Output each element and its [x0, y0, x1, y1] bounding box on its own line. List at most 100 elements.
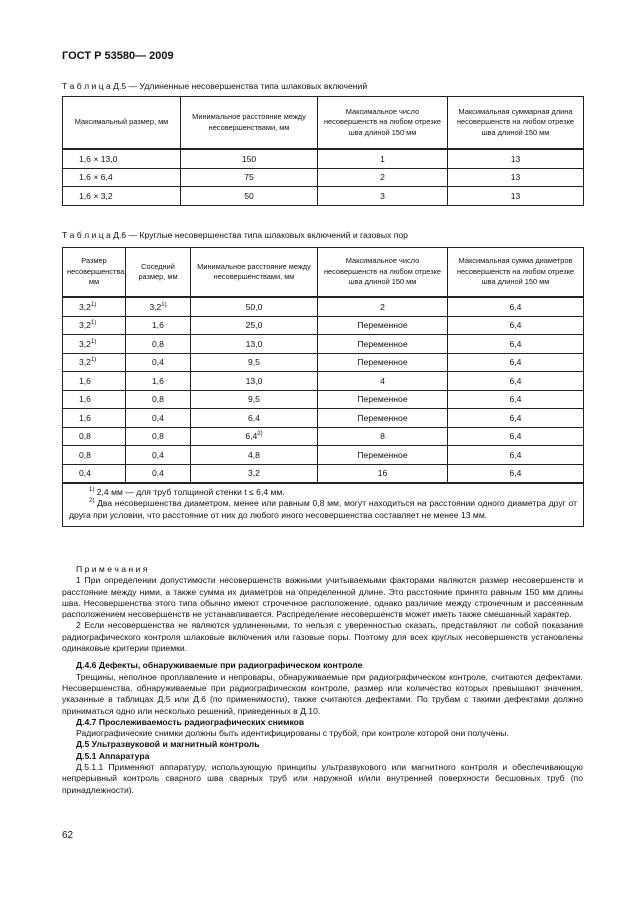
- table-cell: 1,6 × 6,4: [62, 167, 181, 187]
- table-cell: 0,8: [62, 445, 126, 465]
- table-cell: Переменное: [317, 389, 448, 409]
- table-row: 3,21) 3,21) 50,0 2 6,4: [62, 296, 584, 317]
- table-cell: 75: [180, 167, 318, 187]
- table-cell: 0,8: [125, 426, 191, 446]
- section-heading: Д.5.1 Аппаратура: [76, 750, 150, 761]
- table-cell: 0,8: [125, 389, 191, 409]
- header-cell: Максимальный размер, мм: [62, 96, 181, 150]
- header-cell: Минимальное расстояние между несовершенс…: [180, 96, 318, 150]
- cell-text: 3,2: [79, 357, 91, 368]
- cell-text: 3,2: [79, 338, 91, 349]
- header-cell: Максимальное число несовершенств на любо…: [317, 96, 448, 150]
- table-cell: 1,6 × 13,0: [62, 148, 181, 169]
- table-cell: 0,4: [125, 463, 191, 484]
- table-cell: 3,21): [62, 334, 126, 354]
- table-cell: 1,6: [62, 408, 126, 428]
- doc-header: ГОСТ Р 53580— 2009: [62, 50, 174, 62]
- table-row: 1,6 × 13,0 150 1 13: [62, 148, 584, 169]
- footnote-mark: 2): [89, 498, 95, 505]
- cell-text: 3,2: [79, 301, 91, 312]
- table-cell: Переменное: [317, 445, 448, 465]
- table-cell: 0,4: [125, 352, 191, 372]
- table-cell: Переменное: [317, 352, 448, 372]
- table-cell: 1,6: [62, 371, 126, 391]
- table-row: 1,6 1,6 13,0 4 6,4: [62, 371, 584, 391]
- table-cell: 3: [317, 186, 448, 206]
- footnote-ref: 2): [257, 431, 263, 438]
- footnote-ref: 1): [90, 357, 97, 364]
- table-cell: 6,4: [447, 408, 584, 428]
- header-cell: Соседний размер, мм: [125, 247, 191, 298]
- table-cell: 13: [447, 186, 584, 206]
- header-cell: Максимальная суммарная длина несовершенс…: [447, 96, 584, 150]
- section-heading: Д.4.6 Дефекты, обнаруживаемые при радиог…: [76, 660, 363, 671]
- table-row: 1,6 0,8 9,5 Переменное 6,4: [62, 389, 584, 409]
- table-wrap: Размер несовершенства, мм Соседний размер…: [62, 247, 584, 528]
- footnote-ref: 1): [90, 338, 97, 345]
- table-cell: 3,21): [62, 352, 126, 372]
- cell-text: 6,4: [245, 431, 258, 442]
- table-cell: Переменное: [317, 408, 448, 428]
- footnote-text: 2,4 мм — для труб толщиной стенки t ≤ 6,…: [96, 487, 285, 497]
- table-cell: Переменное: [317, 315, 448, 335]
- table-cell: 1: [317, 148, 448, 169]
- table-cell: 25,0: [190, 315, 318, 335]
- table-cell: 50: [180, 186, 318, 206]
- table-cell: 0,4: [125, 408, 191, 428]
- table-cell: 3,2: [190, 463, 318, 484]
- table-cell: 1,6 × 3,2: [62, 186, 181, 206]
- table-cell: 3,21): [125, 296, 191, 317]
- footnotes: 1) 2,4 мм — для труб толщиной стенки t ≤…: [62, 482, 584, 528]
- table-row: 1,6 × 3,2 50 3 13: [62, 186, 584, 206]
- table-cell: 6,4: [447, 296, 584, 317]
- table-cell: 0,8: [62, 426, 126, 446]
- header-cell: Максимальная сумма диаметров несовершенс…: [447, 247, 584, 298]
- footnote-mark: 1): [89, 487, 95, 493]
- table-cell: 0,4: [62, 463, 126, 484]
- footnote: 2) Два несовершенства диаметром, менее и…: [69, 498, 577, 521]
- table-cell: 8: [317, 426, 448, 446]
- table-cell: 6,4: [447, 371, 584, 391]
- table-cell: Переменное: [317, 334, 448, 354]
- table-cell: 4: [317, 371, 448, 391]
- note: 2 Если несовершенства не являются удлине…: [62, 620, 583, 654]
- table-cell: 13,0: [190, 371, 318, 391]
- header-cell: Размер несовершенства, мм: [62, 247, 126, 298]
- footnote: 1) 2,4 мм — для труб толщиной стенки t ≤…: [69, 487, 577, 498]
- table-row: 3,21) 0,8 13,0 Переменное 6,4: [62, 334, 584, 354]
- table-cell: 50,0: [190, 296, 318, 317]
- table: Размер несовершенства, мм Соседний размер…: [62, 247, 584, 528]
- cell-text: 3,2: [149, 301, 162, 312]
- table-caption: Т а б л и ц а Д.6 — Круглые несовершенст…: [62, 230, 408, 240]
- table-cell: 6,4: [447, 334, 584, 354]
- paragraph: Радиографические снимки должны быть иден…: [76, 728, 509, 739]
- section-heading: Д.5 Ультразвуковой и магнитный контроль: [76, 739, 260, 750]
- table-row: 0,8 0,8 6,42) 8 6,4: [62, 426, 584, 446]
- table-wrap: Максимальный размер, мм Минимальное расст…: [62, 96, 584, 206]
- thead: Максимальный размер, мм Минимальное расст…: [62, 96, 584, 150]
- notes-title: П р и м е ч а н и я: [76, 564, 148, 574]
- section-heading: Д.4.7 Прослеживаемость радиографических …: [76, 716, 305, 727]
- cell-text: 3,2: [79, 320, 91, 331]
- table-cell: 6,4: [190, 408, 318, 428]
- paragraph: Д.5.1.1 Применяют аппаратуру, использующ…: [62, 762, 583, 795]
- table-cell: 6,4: [447, 463, 584, 484]
- table-cell: 0,4: [125, 445, 191, 465]
- table-cell: 3,21): [62, 296, 126, 317]
- table-cell: 4,8: [190, 445, 318, 465]
- table-cell: 6,4: [447, 445, 584, 465]
- header-row: Размер несовершенства, мм Соседний размер…: [62, 247, 584, 298]
- table-cell: 1,6: [62, 389, 126, 409]
- table-cell: 6,4: [447, 352, 584, 372]
- table-row: 0,8 0,4 4,8 Переменное 6,4: [62, 445, 584, 465]
- thead: Размер несовершенства, мм Соседний размер…: [62, 247, 584, 298]
- tbody: 1,6 × 13,0 150 1 13 1,6 × 6,4 75 2 13 1,6 × 3,2 5…: [62, 148, 584, 206]
- footnote-text: Два несовершенства диаметром, менее или …: [69, 498, 578, 520]
- table-cell: 2: [317, 296, 448, 317]
- footnote-ref: 1): [90, 320, 97, 327]
- table-row: 0,4 0,4 3,2 16 6,4: [62, 463, 584, 484]
- table-cell: 6,4: [447, 315, 584, 335]
- table-cell: 1,6: [125, 371, 191, 391]
